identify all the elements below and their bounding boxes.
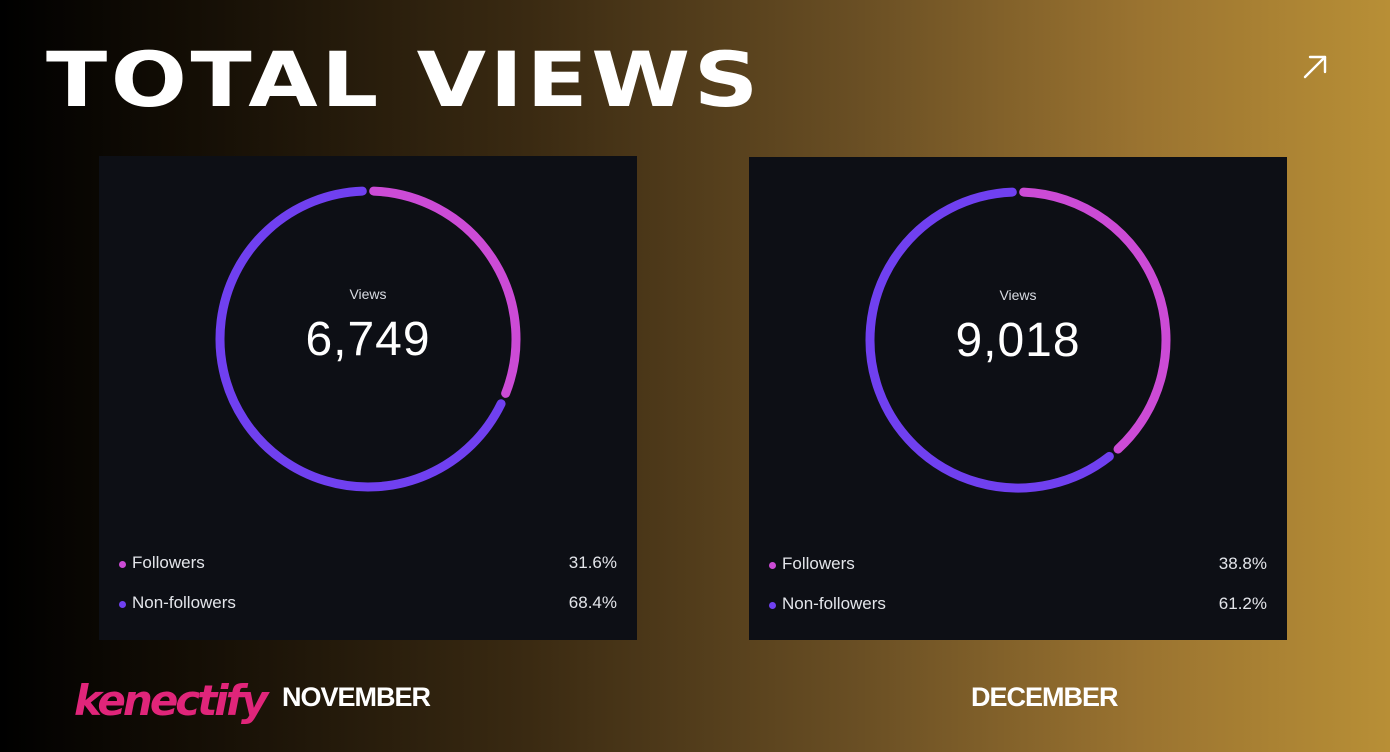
followers-dot-icon: [119, 561, 126, 568]
legend-item-non-followers: Non-followers 68.4%: [119, 593, 617, 615]
views-donut-chart: [865, 187, 1171, 493]
non-followers-slice: [865, 187, 1114, 493]
legend-percentage: 68.4%: [568, 593, 617, 612]
legend-label: Non-followers: [132, 593, 236, 612]
views-card-november: Views 6,749 Followers 31.6% Non-follower…: [99, 156, 637, 640]
legend-item-followers: Followers 31.6%: [119, 553, 617, 575]
non-followers-dot-icon: [769, 602, 776, 609]
followers-slice: [369, 186, 521, 398]
legend-label: Followers: [132, 553, 205, 572]
views-card-december: Views 9,018 Followers 38.8% Non-follower…: [749, 157, 1287, 640]
month-label-november: NOVEMBER: [282, 682, 431, 712]
page-title: TOTAL VIEWS: [46, 35, 762, 124]
non-followers-dot-icon: [119, 601, 126, 608]
legend-item-non-followers: Non-followers 61.2%: [769, 594, 1267, 616]
month-label-december: DECEMBER: [971, 682, 1119, 712]
total-views-value: 6,749: [305, 313, 431, 366]
arrow-up-right-icon[interactable]: [1300, 52, 1330, 82]
legend-label: Followers: [782, 554, 855, 573]
total-views-value: 9,018: [955, 314, 1081, 367]
legend-percentage: 31.6%: [568, 553, 617, 572]
followers-slice: [1019, 187, 1171, 454]
legend-item-followers: Followers 38.8%: [769, 554, 1267, 576]
donut-center-label: Views: [999, 287, 1037, 303]
non-followers-slice: [215, 186, 506, 492]
kenectify-logo: kenectify: [74, 676, 268, 725]
views-donut-chart: [215, 186, 521, 492]
legend-percentage: 61.2%: [1218, 594, 1267, 613]
legend-label: Non-followers: [782, 594, 886, 613]
legend-percentage: 38.8%: [1218, 554, 1267, 573]
followers-dot-icon: [769, 562, 776, 569]
donut-center-label: Views: [349, 286, 387, 302]
